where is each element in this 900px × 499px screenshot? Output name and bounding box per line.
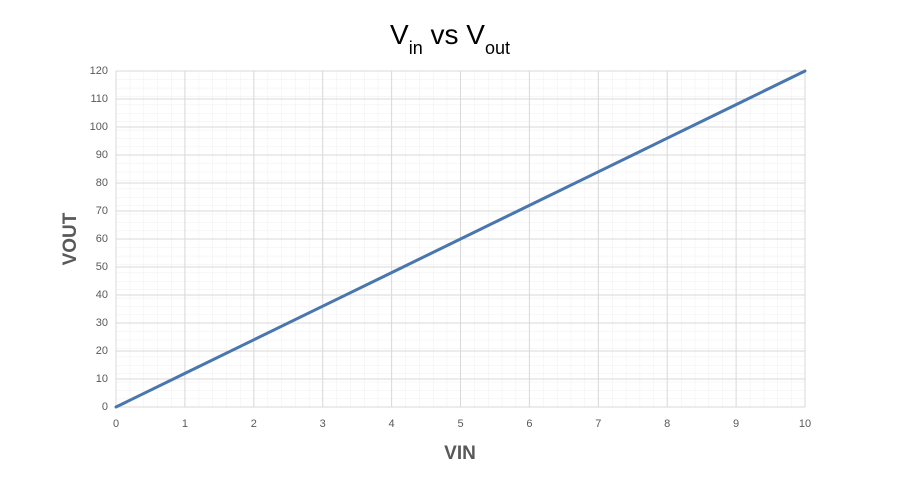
x-axis-title: VIN <box>444 443 476 464</box>
x-tick-label: 4 <box>389 418 395 430</box>
y-tick-label: 30 <box>96 317 108 329</box>
title-text: vs V <box>423 19 486 50</box>
chart-title: Vin vs Vout <box>390 19 510 58</box>
y-tick-label: 20 <box>96 345 108 357</box>
x-tick-label: 6 <box>526 418 532 430</box>
x-tick-label: 9 <box>733 418 739 430</box>
title-subscript: in <box>409 38 423 58</box>
x-tick-label: 8 <box>664 418 670 430</box>
y-tick-label: 100 <box>90 121 108 133</box>
y-tick-label: 0 <box>102 401 108 413</box>
x-tick-label: 5 <box>457 418 463 430</box>
x-tick-label: 7 <box>595 418 601 430</box>
y-tick-label: 110 <box>90 93 108 105</box>
data-line <box>114 69 807 409</box>
y-tick-label: 50 <box>96 261 108 273</box>
title-text: V <box>390 19 409 50</box>
y-axis-title: VOUT <box>60 212 81 265</box>
title-subscript: out <box>485 38 510 58</box>
y-tick-label: 70 <box>96 205 108 217</box>
x-tick-label: 0 <box>113 418 119 430</box>
y-tick-label: 90 <box>96 149 108 161</box>
y-tick-label: 40 <box>96 289 108 301</box>
y-tick-label: 60 <box>96 233 108 245</box>
y-tick-label: 10 <box>96 373 108 385</box>
x-tick-label: 1 <box>182 418 188 430</box>
x-tick-label: 10 <box>799 418 811 430</box>
y-tick-label: 120 <box>90 65 108 77</box>
x-tick-label: 3 <box>320 418 326 430</box>
y-tick-label: 80 <box>96 177 108 189</box>
x-tick-label: 2 <box>251 418 257 430</box>
